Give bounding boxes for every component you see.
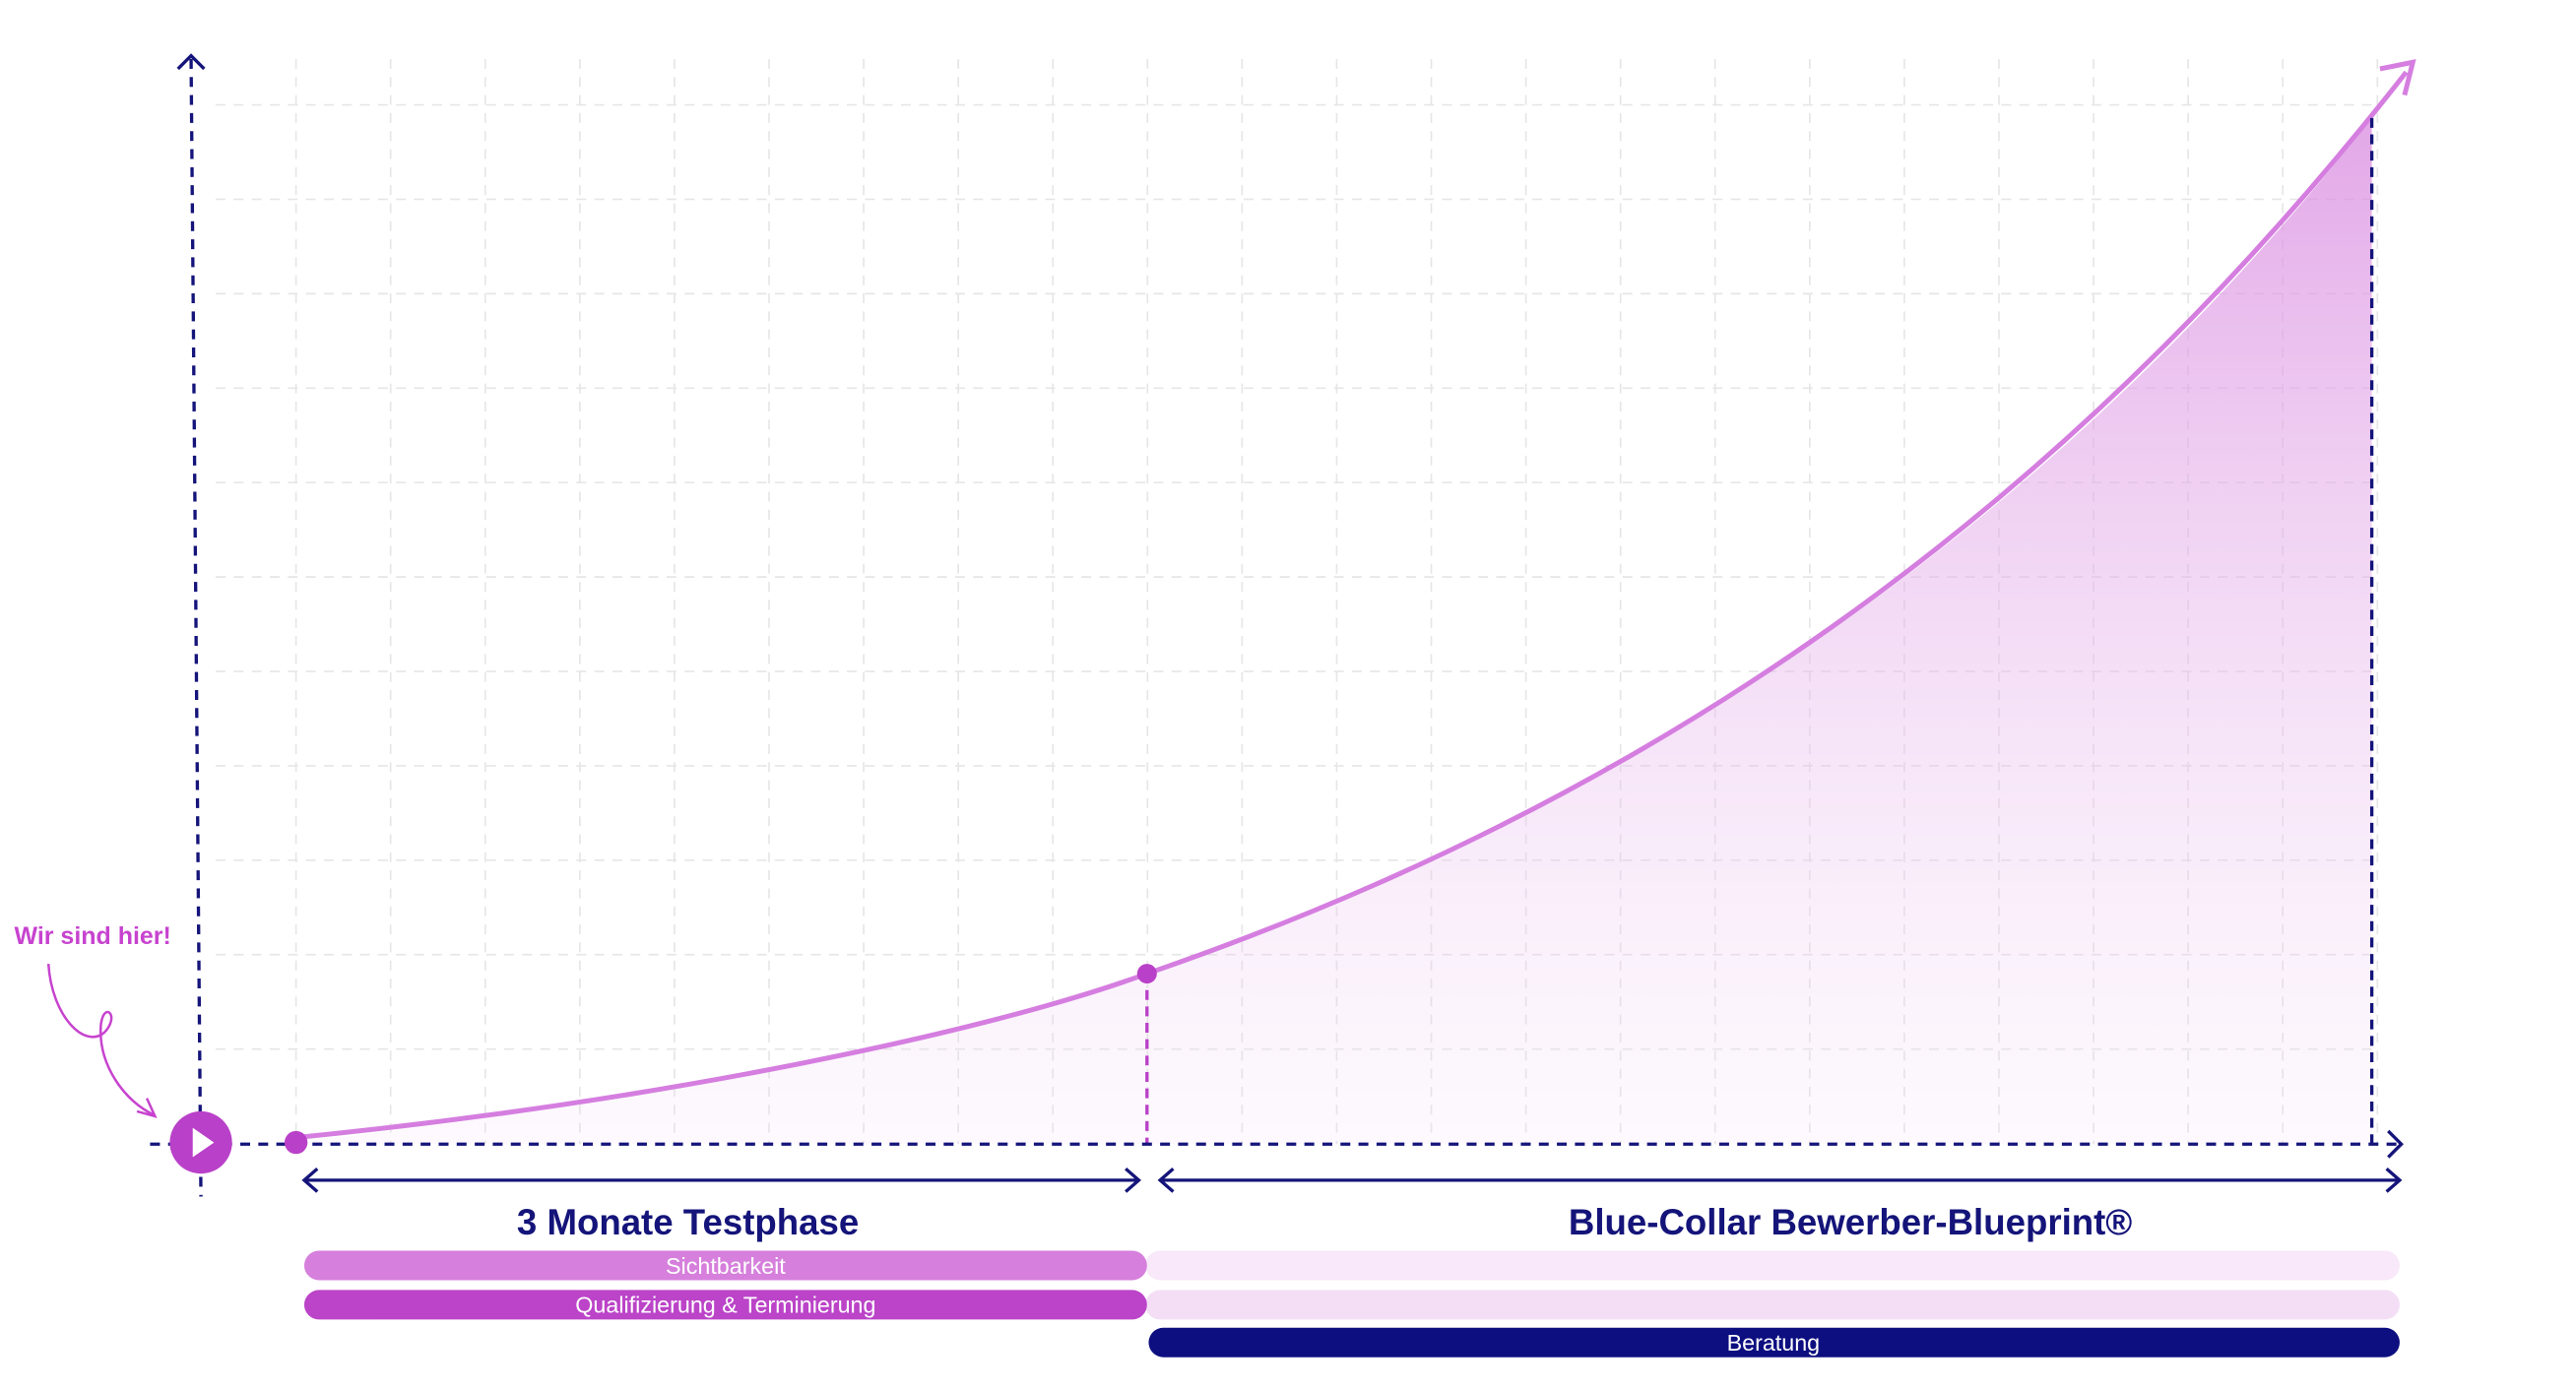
bar-label: Qualifizierung & Terminierung	[575, 1293, 875, 1318]
y-axis	[189, 58, 203, 1197]
x-arrow	[2387, 1129, 2404, 1159]
phase-arrows	[301, 1167, 2403, 1193]
bar-track	[1145, 1250, 2400, 1281]
bar	[303, 1290, 1147, 1320]
y-arrow	[176, 53, 206, 71]
bar-track	[1145, 1290, 2400, 1320]
play-icon	[192, 1127, 215, 1158]
bar-label: Sichtbarkeit	[666, 1253, 786, 1279]
milestone-dot	[1136, 964, 1157, 984]
phase-label: 3 Monate Testphase	[517, 1202, 859, 1242]
phase-label: Blue-Collar Bewerber-Blueprint®	[1569, 1202, 2132, 1242]
bar-label: Beratung	[1727, 1330, 1821, 1356]
bar	[1148, 1327, 2400, 1358]
annotation: Wir sind hier!	[14, 922, 170, 950]
growth-area	[295, 117, 2372, 1145]
annotation-arrow	[46, 963, 155, 1116]
annotation-arrowhead	[136, 1098, 158, 1118]
growth-curve	[295, 70, 2409, 1141]
curve-arrowhead	[2379, 59, 2416, 96]
bar	[303, 1250, 1147, 1281]
start-dot	[284, 1130, 308, 1155]
